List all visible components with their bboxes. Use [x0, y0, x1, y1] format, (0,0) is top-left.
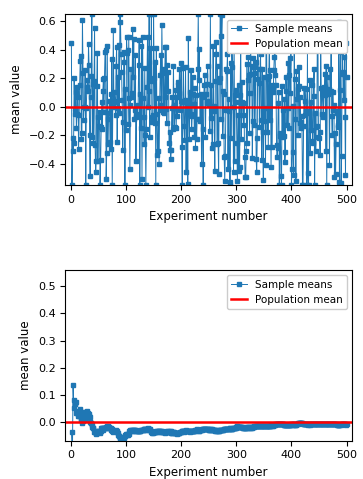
Sample means [219, 428, 223, 433]
X-axis label: Experiment number: Experiment number [150, 466, 268, 479]
Sample means [295, 421, 300, 427]
Sample means [338, 422, 343, 428]
Y-axis label: mean value: mean value [10, 65, 23, 135]
Sample means [234, 100, 238, 105]
Sample means [339, 180, 343, 185]
Sample means [219, 34, 224, 39]
Population mean [69, 104, 74, 110]
Sample means [69, 40, 74, 46]
X-axis label: Experiment number: Experiment number [150, 210, 268, 223]
Sample means [90, 11, 94, 17]
Sample means [344, 74, 349, 80]
Legend: Sample means, Population mean: Sample means, Population mean [227, 275, 347, 309]
Population mean [69, 419, 74, 424]
Sample means [201, 182, 205, 188]
Sample means [70, 182, 74, 188]
Sample means [344, 422, 349, 427]
Sample means [200, 426, 205, 432]
Legend: Sample means, Population mean: Sample means, Population mean [227, 20, 347, 53]
Y-axis label: mean value: mean value [19, 320, 32, 390]
Line: Sample means: Sample means [70, 383, 348, 479]
Line: Sample means: Sample means [70, 12, 348, 187]
Sample means [296, 132, 300, 137]
Sample means [202, 426, 207, 432]
Sample means [71, 382, 75, 388]
Sample means [203, 72, 207, 78]
Population mean [69, 104, 73, 110]
Sample means [233, 425, 238, 431]
Population mean [69, 419, 73, 424]
